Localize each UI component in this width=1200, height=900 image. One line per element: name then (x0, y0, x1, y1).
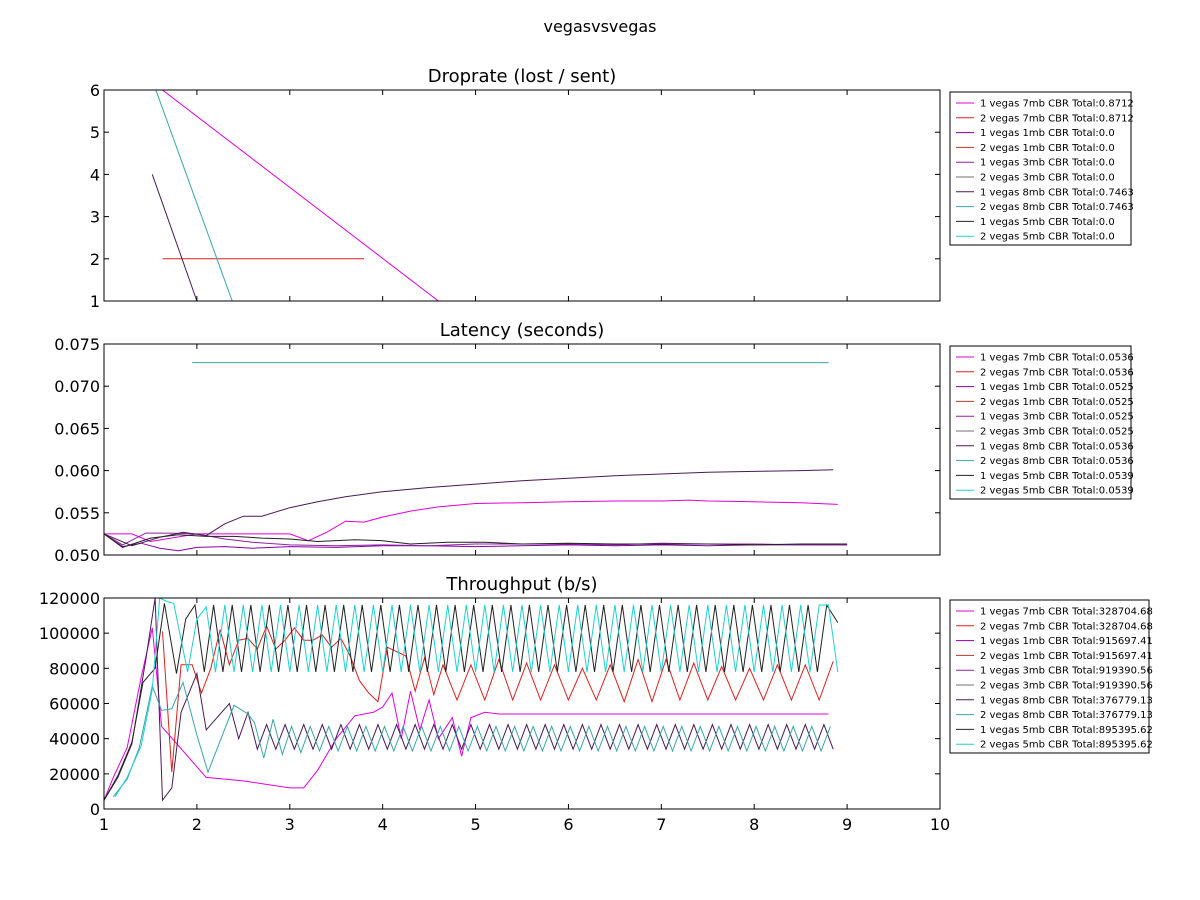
throughput-series-group (104, 598, 839, 802)
throughput-series-line-2 (162, 624, 834, 773)
throughput-x-tick-label: 8 (749, 815, 759, 834)
droprate-legend-label: 2 vegas 5mb CBR Total:0.0 (980, 232, 1115, 243)
droprate-plot-frame (103, 89, 941, 302)
latency-legend-box (949, 345, 1132, 500)
latency-legend: 1 vegas 7mb CBR Total:0.0536 2 vegas 7mb … (949, 345, 1134, 500)
droprate-legend-label: 1 vegas 3mb CBR Total:0.0 (980, 158, 1115, 169)
latency-legend-label: 1 vegas 7mb CBR Total:0.0536 (980, 353, 1134, 364)
droprate-legend-label: 1 vegas 7mb CBR Total:0.8712 (980, 99, 1134, 110)
droprate-legend-label: 2 vegas 1mb CBR Total:0.0 (980, 143, 1115, 154)
throughput-series-line-8 (112, 680, 831, 798)
throughput-legend-label: 1 vegas 1mb CBR Total:915697.41 (980, 636, 1153, 647)
throughput-x-tick-label: 2 (192, 815, 202, 834)
droprate-series-group (151, 90, 439, 301)
latency-series-line-7 (104, 469, 834, 547)
droprate-series-line-7 (151, 174, 253, 301)
droprate-legend-label: 2 vegas 3mb CBR Total:0.0 (980, 173, 1115, 184)
throughput-y-tick-label: 60000 (49, 695, 100, 714)
latency-legend-label: 1 vegas 5mb CBR Total:0.0539 (980, 471, 1134, 482)
droprate-legend-label: 1 vegas 8mb CBR Total:0.7463 (980, 187, 1134, 198)
latency-series-group (104, 362, 848, 552)
droprate-y-tick-label: 3 (90, 208, 100, 227)
droprate-y-tick-label: 1 (90, 292, 100, 311)
throughput-x-tick-label: 10 (930, 815, 950, 834)
latency-plot-frame (103, 343, 941, 556)
latency-legend-label: 2 vegas 8mb CBR Total:0.0536 (980, 456, 1134, 467)
throughput-x-tick-label: 7 (656, 815, 666, 834)
throughput-x-tick-label: 4 (378, 815, 388, 834)
droprate-panel: Droprate (lost / sent) 1 2 3 4 5 6 1 vegas 7mb … (90, 66, 1134, 311)
droprate-legend-label: 1 vegas 1mb CBR Total:0.0 (980, 128, 1115, 139)
latency-series-line-9 (104, 533, 848, 548)
throughput-x-tick-label: 5 (470, 815, 480, 834)
throughput-legend-label: 2 vegas 8mb CBR Total:376779.13 (980, 710, 1153, 721)
latency-series-line-1 (104, 499, 838, 543)
throughput-y-tick-label: 100000 (39, 624, 100, 643)
throughput-series-line-10 (114, 598, 839, 797)
throughput-legend-label: 1 vegas 3mb CBR Total:919390.56 (980, 666, 1153, 677)
throughput-x-tick-label: 3 (285, 815, 295, 834)
throughput-title: Throughput (b/s) (445, 574, 597, 595)
latency-legend-label: 2 vegas 3mb CBR Total:0.0525 (980, 427, 1134, 438)
latency-series-line-3 (104, 533, 848, 552)
latency-y-tick-label: 0.050 (54, 546, 100, 565)
droprate-y-tick-label: 5 (90, 123, 100, 142)
latency-legend-label: 2 vegas 7mb CBR Total:0.0536 (980, 367, 1134, 378)
latency-title: Latency (seconds) (440, 320, 605, 341)
droprate-y-tick-label: 2 (90, 250, 100, 269)
throughput-legend-label: 2 vegas 5mb CBR Total:895395.62 (980, 740, 1153, 751)
latency-y-tick-label: 0.065 (54, 419, 100, 438)
droprate-legend-label: 2 vegas 8mb CBR Total:0.7463 (980, 202, 1134, 213)
throughput-y-tick-label: 40000 (49, 730, 100, 749)
throughput-x-tick-label: 1 (99, 815, 109, 834)
latency-legend-label: 2 vegas 5mb CBR Total:0.0539 (980, 486, 1134, 497)
throughput-legend-label: 2 vegas 3mb CBR Total:919390.56 (980, 681, 1153, 692)
droprate-y-tick-label: 4 (90, 165, 100, 184)
throughput-x-tick-label: 9 (842, 815, 852, 834)
latency-series-line-5 (104, 532, 848, 547)
throughput-series-line-9 (104, 603, 839, 801)
latency-y-tick-label: 0.055 (54, 504, 100, 523)
droprate-legend-label: 2 vegas 7mb CBR Total:0.8712 (980, 113, 1134, 124)
droprate-y-tick-label: 6 (90, 81, 100, 100)
throughput-x-tick-label: 6 (563, 815, 573, 834)
throughput-y-tick-label: 0 (90, 800, 100, 819)
throughput-y-tick-label: 20000 (49, 765, 100, 784)
throughput-legend: 1 vegas 7mb CBR Total:328704.68 2 vegas 7… (949, 599, 1153, 754)
latency-panel: Latency (seconds) 0.050 0.055 0.060 0.065 0.0… (54, 320, 1134, 565)
latency-y-tick-label: 0.070 (54, 377, 100, 396)
latency-y-tick-label: 0.075 (54, 335, 100, 354)
droprate-legend-label: 1 vegas 5mb CBR Total:0.0 (980, 217, 1115, 228)
throughput-legend-label: 2 vegas 1mb CBR Total:915697.41 (980, 651, 1153, 662)
throughput-legend-label: 2 vegas 7mb CBR Total:328704.68 (980, 621, 1153, 632)
latency-legend-label: 2 vegas 1mb CBR Total:0.0525 (980, 397, 1134, 408)
droprate-series-line-1 (161, 90, 439, 301)
latency-legend-label: 1 vegas 3mb CBR Total:0.0525 (980, 412, 1134, 423)
throughput-y-tick-label: 120000 (39, 589, 100, 608)
throughput-series-line-1 (104, 627, 829, 801)
throughput-legend-box (949, 599, 1150, 754)
droprate-legend-box (949, 91, 1132, 246)
figure-title: vegasvsvegas (543, 17, 656, 36)
latency-legend-label: 1 vegas 1mb CBR Total:0.0525 (980, 382, 1134, 393)
latency-legend-label: 1 vegas 8mb CBR Total:0.0536 (980, 441, 1134, 452)
throughput-legend-label: 1 vegas 7mb CBR Total:328704.68 (980, 607, 1153, 618)
throughput-legend-label: 1 vegas 8mb CBR Total:376779.13 (980, 695, 1153, 706)
throughput-panel: Throughput (b/s) 1 2 3 4 5 6 7 8 9 10 0 20000 40000 60… (39, 574, 1153, 834)
throughput-y-tick-label: 80000 (49, 659, 100, 678)
latency-y-tick-label: 0.060 (54, 462, 100, 481)
droprate-legend: 1 vegas 7mb CBR Total:0.8712 2 vegas 7mb … (949, 91, 1134, 246)
throughput-legend-label: 1 vegas 5mb CBR Total:895395.62 (980, 725, 1153, 736)
throughput-series-line-7 (104, 598, 834, 802)
droprate-title: Droprate (lost / sent) (428, 66, 617, 87)
droprate-series-line-8 (155, 90, 233, 301)
